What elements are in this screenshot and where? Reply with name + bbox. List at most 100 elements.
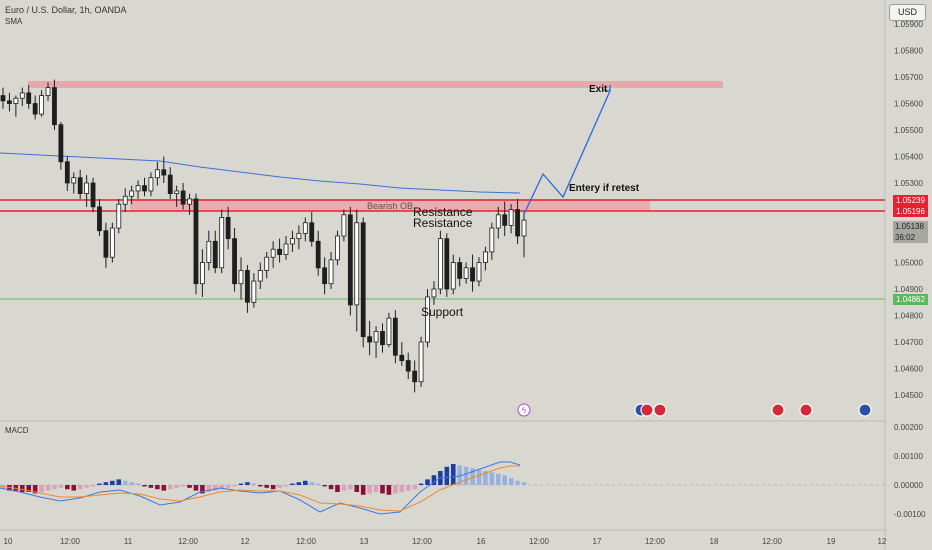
candle-body: [270, 248, 276, 258]
us-flag-icon[interactable]: [799, 403, 813, 417]
macd-bar: [52, 485, 57, 490]
candle-body: [206, 240, 212, 263]
resistance-lower-price-tag: 1.05196: [893, 206, 928, 217]
macd-bar: [238, 483, 244, 485]
support-label[interactable]: Support: [421, 305, 464, 319]
candle: [142, 177, 147, 197]
macd-bar: [418, 483, 424, 485]
macd-bar: [155, 485, 160, 490]
candle: [199, 249, 205, 297]
macd-bar: [277, 485, 282, 488]
resistance-label-2[interactable]: Resistance: [413, 216, 473, 230]
macd-tick-label: 0.00100: [894, 452, 923, 461]
price-tick-label: 1.04700: [894, 338, 923, 347]
exit-label[interactable]: Exit: [589, 84, 608, 95]
candle-body: [386, 317, 392, 346]
price-tick-label: 1.05400: [894, 153, 923, 162]
candle: [386, 312, 392, 348]
macd-bar: [122, 480, 128, 485]
macd-bar: [393, 485, 398, 494]
bearish-ob-zone[interactable]: [130, 199, 650, 211]
macd-bar: [135, 483, 141, 485]
price-tick-label: 1.05600: [894, 100, 923, 109]
candle: [180, 183, 186, 210]
event-icon-2[interactable]: [858, 403, 872, 417]
macd-bar: [0, 485, 6, 490]
candle: [232, 228, 237, 292]
candle: [309, 212, 315, 247]
candle: [354, 209, 360, 332]
candle-body: [193, 198, 199, 285]
price-tick-label: 1.04500: [894, 391, 923, 400]
macd-tick-label: 0.00200: [894, 423, 923, 432]
exit-zone[interactable]: [28, 81, 723, 88]
candle-body: [335, 235, 340, 261]
us-flag-icon[interactable]: [640, 403, 654, 417]
candle: [495, 206, 501, 239]
candle-body: [322, 267, 328, 285]
candle-body: [412, 370, 418, 383]
macd-bar: [367, 485, 372, 494]
bar-countdown: 36:02: [895, 233, 916, 242]
candle-body: [13, 97, 19, 104]
macd-axis: 0.00200 0.00100 0.00000 -0.00100: [894, 423, 926, 519]
candle: [431, 281, 437, 305]
candle-body: [483, 251, 488, 263]
macd-bar: [315, 483, 321, 485]
candle: [122, 188, 128, 213]
candle-body: [495, 214, 501, 229]
bearish-ob-label[interactable]: Bearish OB: [367, 201, 413, 211]
candle: [360, 217, 366, 348]
macd-bar: [97, 483, 102, 485]
macd-bar: [431, 475, 437, 485]
candle-body: [354, 222, 360, 306]
macd-bar: [296, 482, 302, 485]
candle-body: [109, 227, 115, 258]
candle: [347, 206, 353, 316]
macd-bar: [200, 485, 205, 494]
support-price-tag: 1.04862: [893, 294, 928, 305]
candle-body: [135, 185, 141, 192]
candle-body: [392, 317, 398, 356]
candle: [315, 230, 321, 276]
current-price-tag: 1.05138 36:02: [893, 221, 928, 243]
currency-button[interactable]: USD: [889, 4, 926, 21]
price-tick-label: 1.04900: [894, 285, 923, 294]
dividend-event-icon[interactable]: [517, 403, 531, 417]
time-label: 12:00: [645, 537, 666, 546]
candle-body: [515, 209, 520, 237]
candle-body: [148, 177, 154, 192]
sma-line: [0, 152, 521, 194]
candle: [84, 175, 90, 207]
candle-body: [437, 238, 443, 290]
sma-indicator-label[interactable]: SMA: [5, 17, 23, 26]
macd-bar: [322, 485, 327, 487]
candle: [412, 360, 418, 393]
candle-body: [380, 330, 385, 346]
entry-label[interactable]: Entery if retest: [569, 183, 640, 194]
candle-body: [347, 214, 353, 306]
us-flag-icon[interactable]: [771, 403, 785, 417]
projection-path[interactable]: [523, 90, 611, 215]
macd-bar: [90, 485, 96, 487]
macd-bar: [167, 485, 173, 490]
us-flag-icon[interactable]: [653, 403, 667, 417]
candle-body: [45, 87, 51, 96]
candle: [257, 262, 263, 289]
candle-body: [257, 270, 263, 282]
resistance-label-1[interactable]: Resistance: [413, 205, 473, 219]
macd-bar: [45, 485, 51, 491]
macd-indicator-label[interactable]: MACD: [5, 426, 29, 435]
time-label: 12:00: [529, 537, 550, 546]
time-label: 12:00: [762, 537, 783, 546]
candle-body: [444, 238, 450, 290]
candle-body: [103, 230, 109, 258]
candle-body: [264, 256, 270, 271]
candle: [193, 193, 199, 295]
macd-bar: [502, 475, 508, 485]
event-icons[interactable]: ϟ: [517, 403, 872, 417]
time-label: 12: [878, 537, 887, 546]
candle-body: [154, 169, 160, 179]
candle: [174, 185, 180, 207]
